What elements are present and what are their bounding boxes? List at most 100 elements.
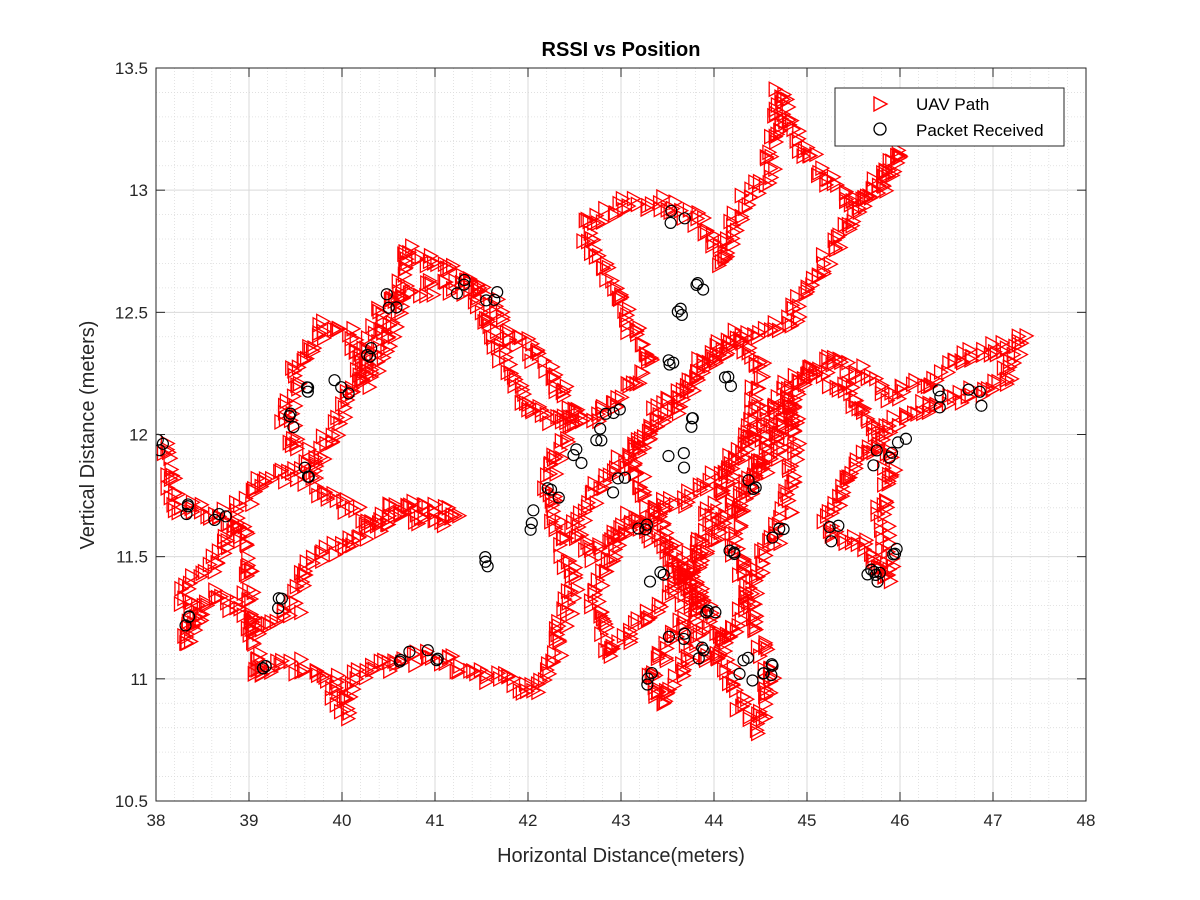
uav-path-point (873, 513, 889, 530)
uav-path-point (320, 672, 336, 689)
uav-path-point (691, 204, 707, 222)
packet-received-point (382, 301, 395, 314)
uav-path-point (890, 147, 906, 164)
uav-path-point (237, 518, 253, 535)
uav-path-point (678, 497, 694, 514)
uav-path-point (317, 450, 333, 468)
uav-path-point (381, 654, 397, 671)
uav-path-point (546, 644, 562, 662)
packet-received-point (749, 481, 762, 494)
x-tick-label: 41 (426, 811, 445, 830)
uav-path-point (815, 246, 831, 264)
uav-path-point (756, 368, 772, 385)
uav-path-point (1006, 346, 1022, 363)
uav-path-point (546, 369, 562, 386)
uav-path-point (310, 667, 326, 684)
uav-path-point (612, 195, 628, 212)
packet-received-point (283, 410, 296, 423)
uav-path-point (720, 462, 736, 480)
uav-path-point (637, 483, 653, 500)
uav-path-point (599, 255, 615, 273)
uav-path-point (583, 225, 599, 242)
uav-path-point (962, 341, 978, 358)
uav-path-point (785, 504, 801, 521)
uav-path-point (861, 412, 877, 430)
uav-path-point (623, 630, 640, 647)
uav-path-point (771, 322, 788, 339)
uav-path-point (848, 460, 864, 477)
uav-path-point (521, 396, 537, 413)
uav-path-point (874, 521, 890, 539)
uav-path-point (758, 709, 774, 726)
uav-path-point (331, 683, 347, 701)
uav-path-point (629, 465, 645, 482)
uav-path-point (884, 466, 900, 483)
uav-path-point (580, 534, 596, 551)
uav-path-point (564, 568, 580, 585)
uav-path-point (875, 530, 891, 547)
uav-path-point (647, 499, 663, 516)
uav-path-point (768, 516, 784, 533)
uav-path-point (593, 607, 609, 624)
uav-path-point (705, 237, 721, 254)
uav-path-point (500, 364, 516, 381)
uav-path-point (298, 566, 314, 584)
packet-received-point (692, 652, 705, 665)
uav-path-point (725, 473, 741, 490)
y-axis-ticks: 10.5 11 11.5 12 12.5 13 13.5 (115, 59, 1086, 811)
uav-path-point (375, 306, 391, 323)
uav-path-point (839, 363, 855, 380)
uav-path-point (400, 277, 416, 295)
uav-path-point (837, 530, 853, 547)
uav-path-point (605, 272, 621, 289)
uav-path-point (420, 275, 436, 292)
uav-path-point (895, 378, 911, 396)
uav-path-point (680, 494, 696, 511)
uav-path-point (696, 364, 712, 381)
uav-path-point (573, 407, 589, 424)
uav-path-point (726, 205, 742, 222)
packet-received-point (361, 348, 374, 362)
packet-received-point (733, 667, 746, 680)
uav-path-point (401, 498, 417, 515)
uav-path-point (733, 484, 749, 501)
uav-path-point (612, 528, 628, 545)
uav-path-point (662, 490, 679, 507)
uav-path-point (933, 364, 949, 381)
uav-path-point (634, 487, 650, 504)
uav-path-point (489, 298, 505, 315)
uav-path-point (570, 581, 586, 598)
uav-path-point (545, 358, 561, 375)
uav-path-point (598, 563, 614, 580)
uav-path-point (987, 343, 1003, 360)
uav-path-point (744, 181, 760, 198)
uav-path-point (584, 598, 600, 615)
uav-path-point (815, 160, 831, 177)
packet-received-point (599, 407, 612, 420)
uav-path-point (691, 371, 707, 389)
uav-path-point (965, 348, 981, 365)
uav-path-point (787, 399, 803, 416)
uav-path-point (451, 663, 467, 681)
uav-path-point (548, 378, 564, 395)
uav-path-point (365, 657, 381, 674)
packet-received-point (611, 472, 625, 485)
uav-path-point (722, 340, 738, 357)
uav-path-point (236, 585, 252, 602)
uav-path-point (294, 651, 310, 668)
packet-received-point (431, 652, 444, 665)
uav-path-point (693, 481, 709, 498)
uav-path-point (610, 389, 626, 406)
uav-path-point (876, 496, 892, 514)
uav-path-point (922, 397, 938, 414)
uav-path-point (194, 496, 210, 513)
uav-path-point (668, 194, 684, 211)
packet-received-point (639, 523, 652, 536)
uav-path-point (331, 320, 347, 338)
uav-path-point (240, 537, 256, 554)
uav-path-point (886, 558, 902, 575)
uav-path-point (651, 596, 667, 613)
uav-path-point (659, 640, 675, 657)
uav-path-point (216, 533, 232, 550)
uav-path-point (208, 590, 224, 607)
